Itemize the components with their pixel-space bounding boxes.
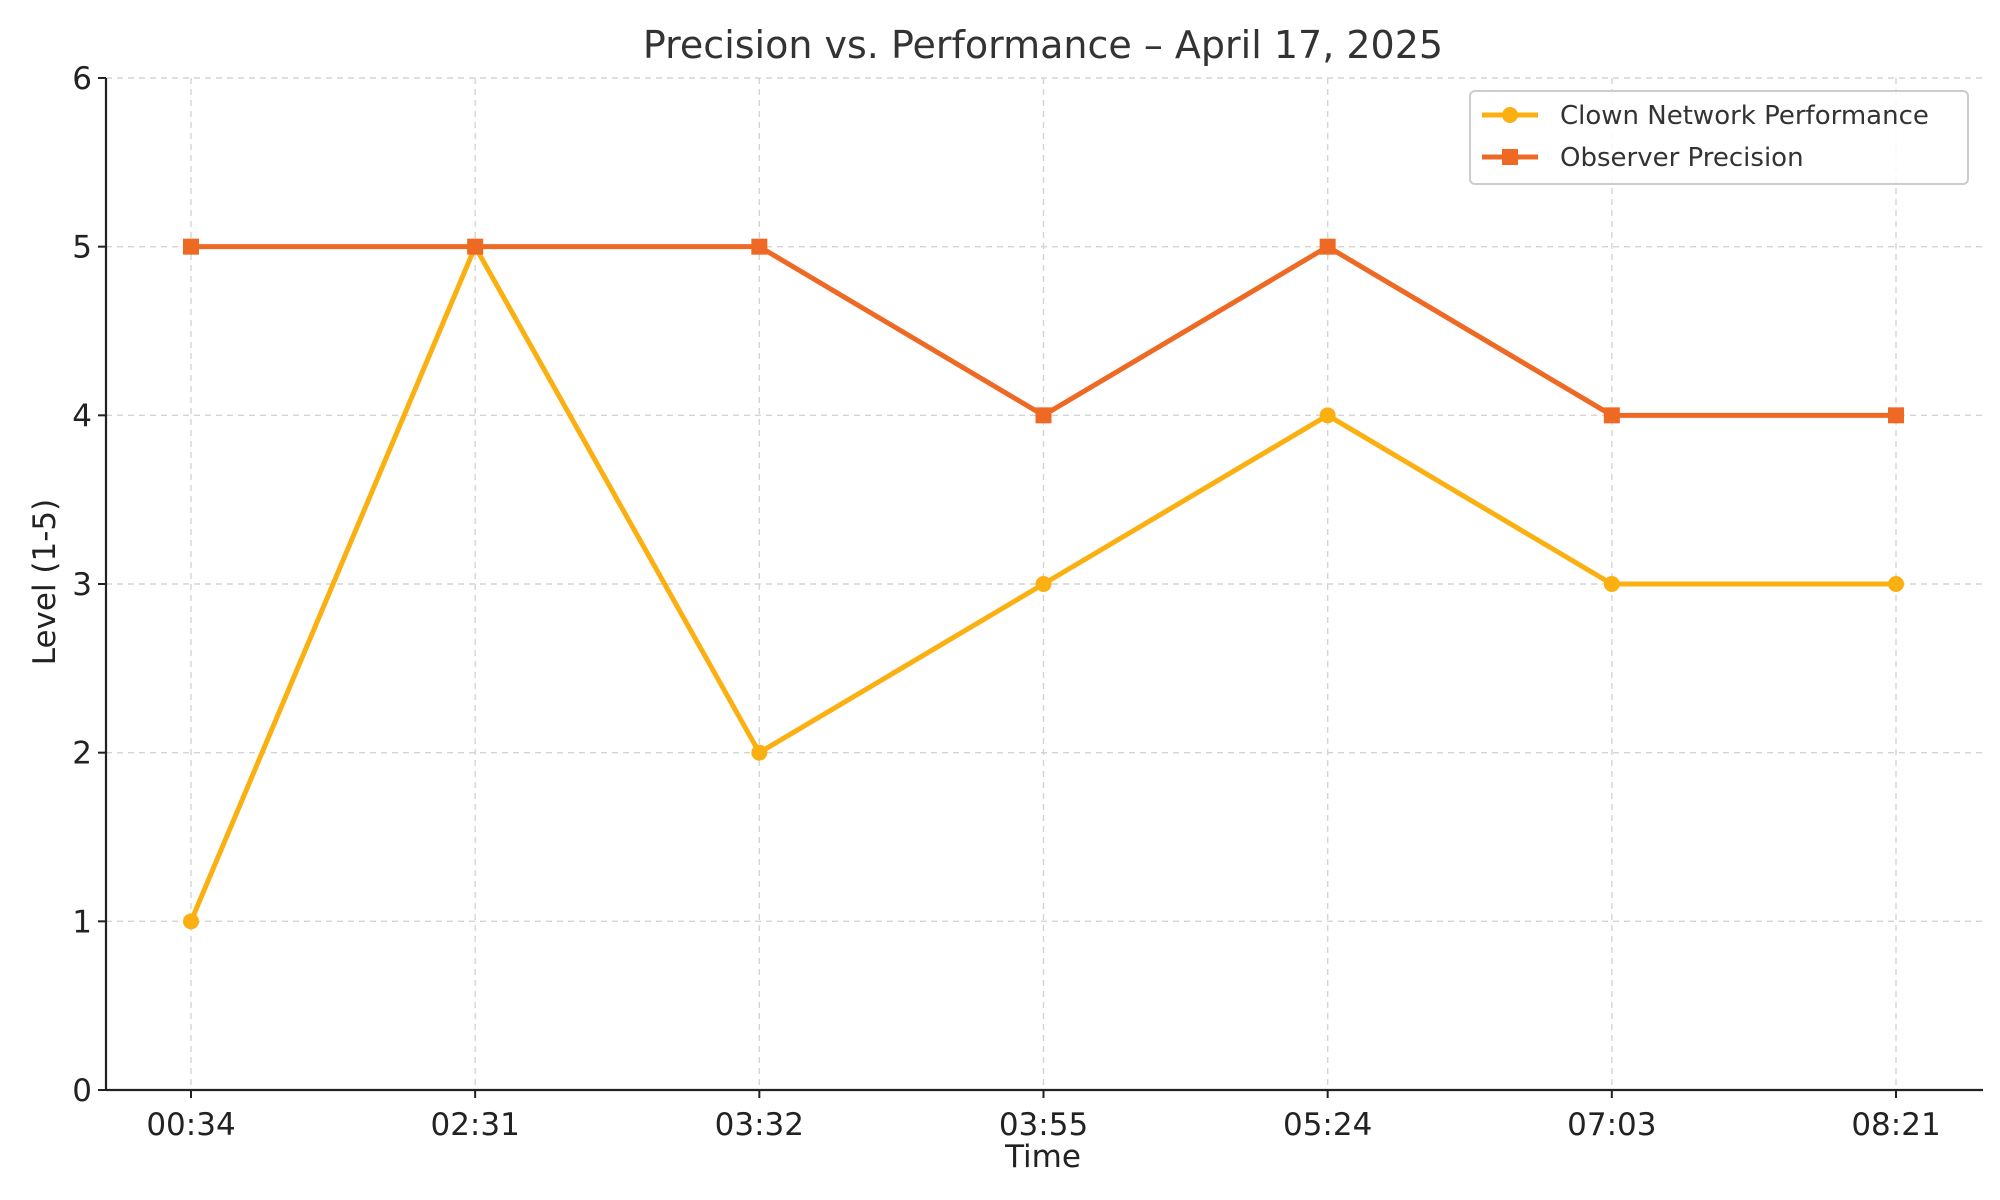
legend-box xyxy=(1469,90,1969,185)
data-point xyxy=(1888,407,1904,424)
y-axis-label: Level (1-5) xyxy=(27,499,63,666)
series-lines xyxy=(183,238,1904,930)
x-tick-label: 03:55 xyxy=(999,1107,1088,1143)
x-tick-label: 00:34 xyxy=(146,1107,235,1143)
data-point xyxy=(751,238,768,255)
axes xyxy=(98,77,1983,1098)
y-tick-label: 0 xyxy=(72,1073,92,1109)
data-point xyxy=(751,744,768,761)
tick-labels: 00:34 02:31 03:32 03:55 05:24 07:03 08:21 0 1 2 3 4… xyxy=(72,61,1940,1143)
legend-marker xyxy=(1502,149,1518,165)
x-tick-label: 08:21 xyxy=(1851,1107,1940,1143)
y-tick-label: 3 xyxy=(72,567,92,603)
series-1 xyxy=(183,238,1904,424)
y-tick-label: 1 xyxy=(72,904,92,940)
legend-marker xyxy=(1502,107,1518,123)
x-tick-label: 05:24 xyxy=(1283,1107,1372,1143)
data-point xyxy=(1603,576,1620,592)
x-tick-label: 02:31 xyxy=(430,1107,519,1143)
legend-item: Clown Network Performance xyxy=(1482,101,1929,131)
x-tick-label: 03:32 xyxy=(715,1107,804,1143)
x-tick-label: 07:03 xyxy=(1567,1107,1656,1143)
legend-label: Clown Network Performance xyxy=(1560,101,1929,131)
data-point xyxy=(183,238,199,255)
data-point xyxy=(1319,407,1336,424)
y-tick-label: 2 xyxy=(72,736,92,772)
legend-label: Observer Precision xyxy=(1560,143,1804,173)
data-point xyxy=(1319,238,1336,255)
chart-title: Precision vs. Performance – April 17, 20… xyxy=(643,23,1443,67)
data-point xyxy=(1888,576,1904,592)
x-axis-label: Time xyxy=(1004,1139,1081,1175)
legend: Clown Network Performance Observer Precis… xyxy=(1469,90,1969,185)
data-point xyxy=(467,238,484,255)
data-point xyxy=(1035,407,1052,424)
data-point xyxy=(183,913,199,930)
y-tick-label: 4 xyxy=(72,398,92,434)
data-point xyxy=(1035,576,1052,592)
data-point xyxy=(1603,407,1620,424)
legend-item: Observer Precision xyxy=(1482,143,1804,173)
y-tick-label: 5 xyxy=(72,230,92,266)
y-tick-label: 6 xyxy=(72,61,92,97)
